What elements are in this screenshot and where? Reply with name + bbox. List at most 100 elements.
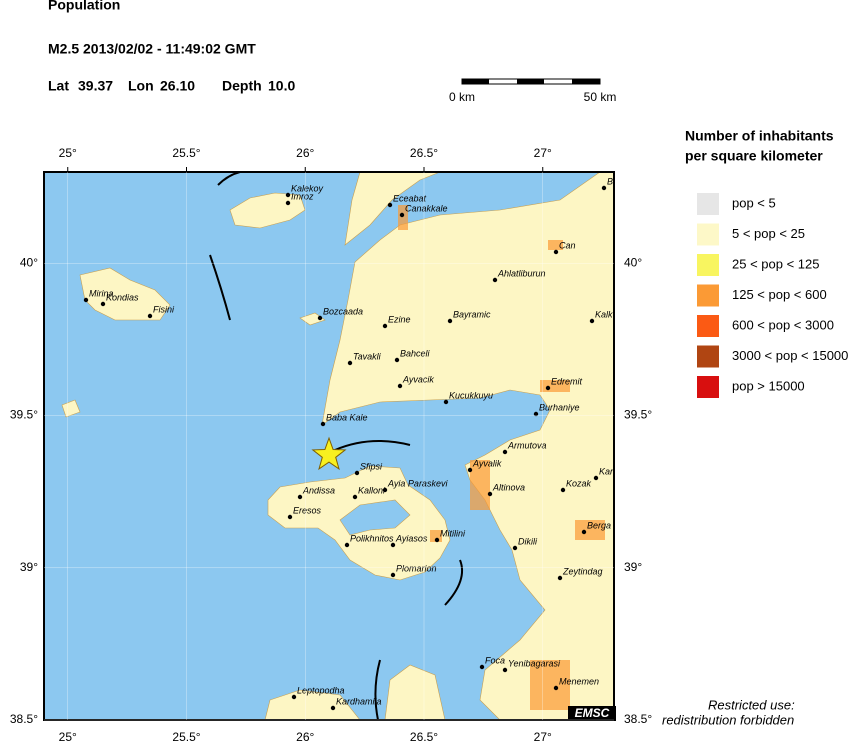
town-dot <box>344 542 350 548</box>
legend-swatch <box>697 376 719 398</box>
town-label: Ayia Paraskevi <box>387 478 448 488</box>
town-label: Bi <box>607 176 616 186</box>
town-label: Kozak <box>566 478 592 488</box>
town-dot <box>443 399 449 405</box>
y-tick-label: 40° <box>624 256 642 270</box>
depth-label: Depth <box>222 78 262 94</box>
town-label: Zeytindag <box>562 566 603 576</box>
town-label: Bozcaada <box>323 306 363 316</box>
town-dot <box>502 667 508 673</box>
legend-swatch <box>697 315 719 337</box>
town-dot <box>100 301 106 307</box>
town-label: Fisini <box>153 304 175 314</box>
town-label: Eresos <box>293 505 322 515</box>
title: Population <box>48 0 120 13</box>
town-dot <box>601 185 607 191</box>
town-label: Menemen <box>559 676 599 686</box>
town-label: Tavakli <box>353 351 382 361</box>
town-dot <box>287 514 293 520</box>
town-dot <box>533 411 539 417</box>
town-dot <box>589 318 595 324</box>
town-label: Canakkale <box>405 203 448 213</box>
town-dot <box>557 575 563 581</box>
town-dot <box>581 529 587 535</box>
town-label: Kalloni <box>358 485 386 495</box>
town-dot <box>317 315 323 321</box>
legend-label: 600 < pop < 3000 <box>732 317 834 332</box>
brand-box <box>568 706 616 721</box>
legend-swatch <box>697 193 719 215</box>
town-dot <box>320 421 326 427</box>
town-dot <box>382 323 388 329</box>
x-tick-label: 25.5° <box>172 730 200 744</box>
y-tick-label: 38.5° <box>624 712 652 726</box>
faults <box>209 172 464 720</box>
legend-title: per square kilometer <box>685 148 823 164</box>
town-label: Can <box>559 240 576 250</box>
x-tick-label: 26° <box>296 146 314 160</box>
lat-label: Lat <box>48 78 69 94</box>
legend-label: 25 < pop < 125 <box>732 256 819 271</box>
x-tick-label: 25.5° <box>172 146 200 160</box>
legend-swatch <box>697 345 719 368</box>
town-dot <box>399 212 405 218</box>
town-dot <box>83 297 89 303</box>
town-label: Ayiasos <box>395 533 428 543</box>
town-label: Bahceli <box>400 348 431 358</box>
epicenter <box>311 436 347 471</box>
x-tick-label: 27° <box>534 146 552 160</box>
lon: 26.10 <box>160 78 195 94</box>
x-tick-label: 25° <box>59 146 77 160</box>
town-label: Bayramic <box>453 309 491 319</box>
notice: Restricted use: <box>708 697 795 712</box>
x-tick-label: 27° <box>534 730 552 744</box>
town-label: Baba Kale <box>326 412 368 422</box>
town-dot <box>390 572 396 578</box>
y-tick-label: 39.5° <box>10 408 38 422</box>
town-label: Kalekoy <box>291 183 324 193</box>
town-label: Imroz <box>291 191 314 201</box>
y-tick-label: 39.5° <box>624 408 652 422</box>
brand: EMSC <box>575 706 610 720</box>
town-dot <box>545 385 551 391</box>
town-label: Edremit <box>551 376 583 386</box>
town-dot <box>352 494 358 500</box>
legend-title: Number of inhabitants <box>685 128 834 144</box>
legend-swatch <box>697 254 719 276</box>
notice: redistribution forbidden <box>662 712 794 727</box>
legend-label: pop > 15000 <box>732 378 805 393</box>
town-label: Karave <box>599 466 628 476</box>
town-label: Polikhnitos <box>350 533 394 543</box>
x-tick-label: 26.5° <box>410 730 438 744</box>
town-dot <box>479 664 485 670</box>
y-tick-label: 38.5° <box>10 712 38 726</box>
lat: 39.37 <box>78 78 113 94</box>
event: M2.5 2013/02/02 - 11:49:02 GMT <box>48 41 256 57</box>
legend-label: 125 < pop < 600 <box>732 287 827 302</box>
town-label: Ayvalik <box>472 458 502 468</box>
town-dot <box>147 313 153 319</box>
legend-swatch <box>697 284 719 307</box>
town-label: Eceabat <box>393 193 427 203</box>
town-dot <box>382 487 388 493</box>
x-tick-label: 25° <box>59 730 77 744</box>
legend-swatch <box>697 223 719 246</box>
town-dot <box>434 537 440 543</box>
town-label: Kucukkuyu <box>449 390 493 400</box>
legend-label: 3000 < pop < 15000 <box>732 348 848 363</box>
town-label: Leptopodha <box>297 685 345 695</box>
town-dot <box>397 383 403 389</box>
town-label: Armutova <box>507 440 547 450</box>
town-label: Altinova <box>492 482 525 492</box>
town-dot <box>297 494 303 500</box>
legend-label: pop < 5 <box>732 195 776 210</box>
town-dot <box>447 318 453 324</box>
x-tick-label: 26° <box>296 730 314 744</box>
scale-start: 0 km <box>449 90 475 104</box>
town-dot <box>593 475 599 481</box>
town-dot <box>502 449 508 455</box>
town-dot <box>291 694 297 700</box>
scale-bar <box>461 78 601 85</box>
